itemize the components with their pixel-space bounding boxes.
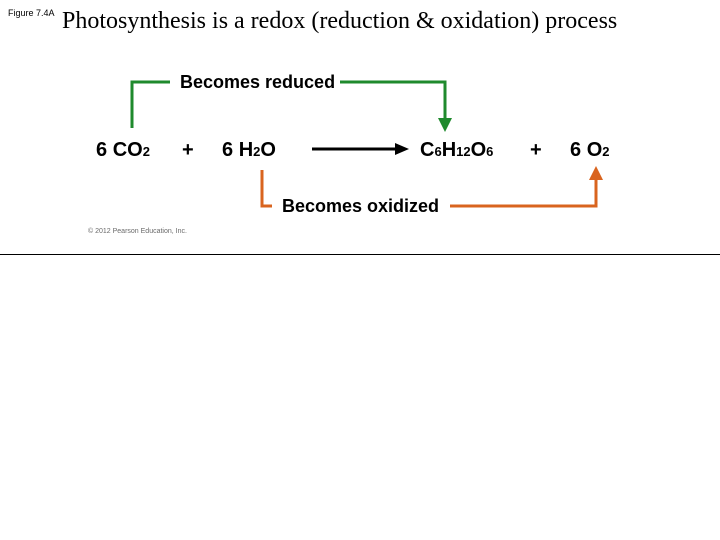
plus-2: + (530, 139, 542, 162)
reduced-label-text: Becomes reduced (180, 72, 335, 92)
figure-number-text: Figure 7.4A (8, 8, 55, 18)
term-co2: 6 CO2 (96, 139, 150, 162)
photosynthesis-equation: 6 CO2 + 6 H2O C6H12O6 + 6 O2 (0, 138, 720, 162)
divider-line (0, 254, 720, 255)
diagram-arrows (0, 0, 720, 540)
g-b1: C (420, 139, 434, 162)
term-o2: 6 O2 (570, 139, 609, 162)
reduced-label: Becomes reduced (180, 72, 335, 93)
oxidized-label-text: Becomes oxidized (282, 196, 439, 216)
coef-o2: 6 (570, 139, 581, 162)
oxidized-arrow-head (589, 166, 603, 180)
base-o2: O (587, 139, 603, 162)
copyright-text: © 2012 Pearson Education, Inc. (88, 228, 187, 235)
term-glucose: C6H12O6 (420, 139, 493, 162)
plus-1: + (182, 139, 194, 162)
slide: Figure 7.4A Photosynthesis is a redox (r… (0, 0, 720, 540)
g-b3: O (471, 139, 487, 162)
copyright-notice: © 2012 Pearson Education, Inc. (88, 228, 187, 235)
reduced-arrow-head (438, 118, 452, 132)
plus-2-text: + (530, 139, 542, 161)
oxidized-bracket-right (450, 180, 596, 206)
reduced-bracket-right (340, 82, 445, 118)
oxidized-bracket (262, 170, 272, 206)
plus-1-text: + (182, 139, 194, 161)
tail-h2o: O (260, 139, 276, 162)
page-title-text: Photosynthesis is a redox (reduction & o… (62, 8, 617, 34)
coef-h2o: 6 (222, 139, 233, 162)
base-h2o: H (239, 139, 253, 162)
oxidized-label: Becomes oxidized (282, 196, 439, 217)
reduced-bracket (132, 82, 170, 128)
coef-co2: 6 (96, 139, 107, 162)
g-b2: H (442, 139, 456, 162)
base-co2: CO (113, 139, 143, 162)
term-h2o: 6 H2O (222, 139, 276, 162)
page-title: Photosynthesis is a redox (reduction & o… (62, 8, 617, 35)
figure-number: Figure 7.4A (8, 8, 55, 18)
